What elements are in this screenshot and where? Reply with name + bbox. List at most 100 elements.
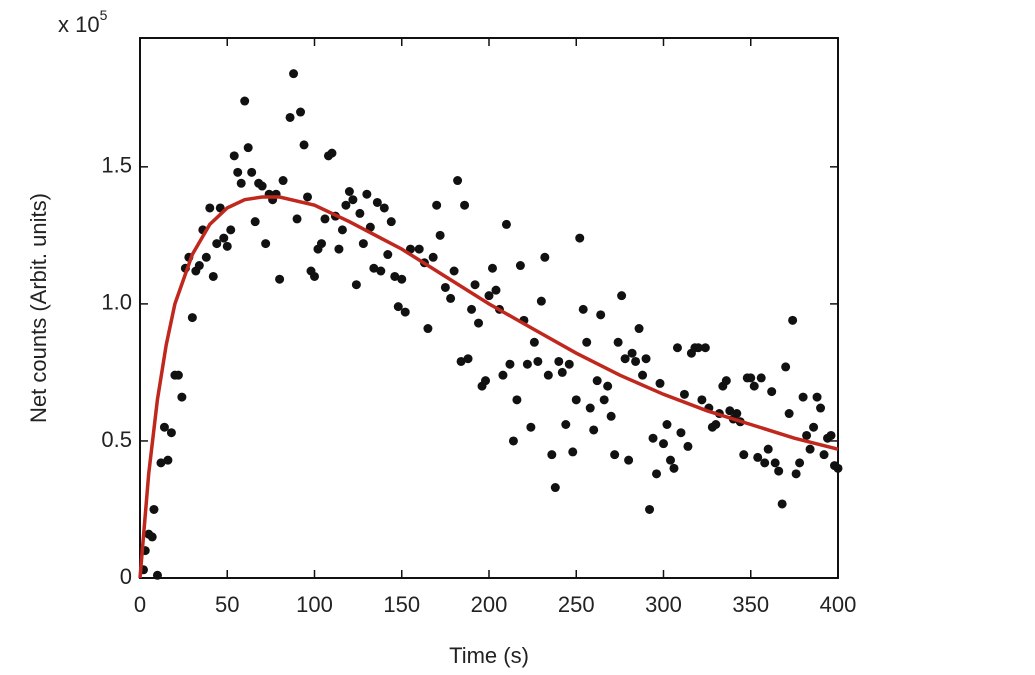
data-point [508, 436, 518, 446]
data-point [449, 266, 459, 276]
data-point [662, 419, 672, 429]
data-point [310, 271, 319, 281]
data-point [672, 343, 682, 353]
y-tick-label: 1.5 [101, 153, 132, 178]
y-tick-label: 1.0 [101, 290, 132, 315]
data-point [756, 373, 766, 383]
data-point [679, 389, 689, 399]
fit-curve [138, 195, 839, 579]
data-point [393, 302, 403, 312]
data-point [320, 214, 330, 224]
data-point [781, 362, 791, 372]
data-point [208, 271, 218, 281]
data-point [453, 176, 463, 186]
y-axis-label: Net counts (Arbit. units) [26, 193, 51, 423]
data-point [463, 354, 473, 364]
x-tick-label: 0 [134, 592, 146, 617]
data-point [774, 466, 784, 476]
data-point [383, 250, 393, 260]
data-point [571, 395, 581, 405]
data-point [467, 304, 477, 314]
data-point [515, 261, 525, 271]
data-point [638, 370, 648, 380]
data-point [362, 189, 372, 199]
data-point [739, 450, 749, 460]
data-point [543, 370, 553, 380]
data-point [470, 280, 480, 290]
data-point [296, 107, 306, 117]
data-point [428, 252, 438, 262]
data-point [631, 356, 641, 366]
data-point [802, 430, 812, 440]
data-point [390, 271, 400, 281]
data-point [487, 263, 497, 273]
data-point [446, 293, 456, 303]
data-point [278, 176, 288, 186]
data-point [547, 450, 557, 460]
data-point [173, 370, 183, 380]
data-point [554, 356, 564, 366]
data-point [432, 200, 442, 210]
data-point [201, 252, 211, 262]
data-point [536, 296, 546, 306]
data-point [341, 200, 351, 210]
data-point [620, 354, 630, 364]
data-point [149, 504, 159, 514]
data-point [292, 214, 302, 224]
data-point [481, 376, 491, 386]
data-point [606, 411, 616, 421]
data-point [693, 343, 703, 353]
data-point [533, 356, 543, 366]
data-point [812, 392, 822, 402]
data-point [365, 222, 375, 232]
data-point [397, 274, 407, 284]
data-point [826, 430, 836, 440]
plot-frame [139, 37, 839, 579]
data-point [233, 167, 243, 177]
data-point [669, 463, 679, 473]
multiplier-exponent: 5 [100, 7, 108, 23]
data-point [435, 230, 445, 240]
data-point [159, 422, 169, 432]
data-point [460, 200, 470, 210]
data-point [205, 203, 215, 213]
data-point [344, 187, 354, 197]
data-point [767, 387, 777, 397]
data-point [316, 239, 326, 249]
data-point [250, 217, 260, 227]
data-point [589, 425, 599, 435]
data-point [770, 458, 780, 468]
data-point [327, 148, 337, 158]
data-point [226, 225, 236, 235]
axis-multiplier: x 105 [58, 7, 108, 37]
data-point [348, 195, 358, 205]
data-point [355, 208, 365, 218]
data-point [351, 280, 361, 290]
data-point [585, 403, 595, 413]
data-point [721, 376, 731, 386]
data-point [795, 458, 805, 468]
data-point [219, 233, 229, 243]
data-point [243, 143, 253, 153]
data-point [379, 203, 389, 213]
x-tick-label: 350 [732, 592, 769, 617]
data-point [791, 469, 801, 479]
data-point [400, 307, 410, 317]
data-point [578, 304, 588, 314]
multiplier-base: x 10 [58, 12, 100, 37]
data-point [816, 403, 826, 413]
data-point [177, 392, 187, 402]
data-point [414, 244, 424, 254]
data-point [505, 359, 515, 369]
x-tick-label: 50 [215, 592, 239, 617]
data-point [784, 409, 794, 419]
data-point [275, 274, 285, 284]
data-point [257, 181, 267, 191]
data-point [760, 458, 770, 468]
data-point [236, 178, 246, 188]
data-point [247, 167, 257, 177]
data-point [303, 192, 313, 202]
data-point [285, 112, 295, 122]
data-point [610, 450, 620, 460]
